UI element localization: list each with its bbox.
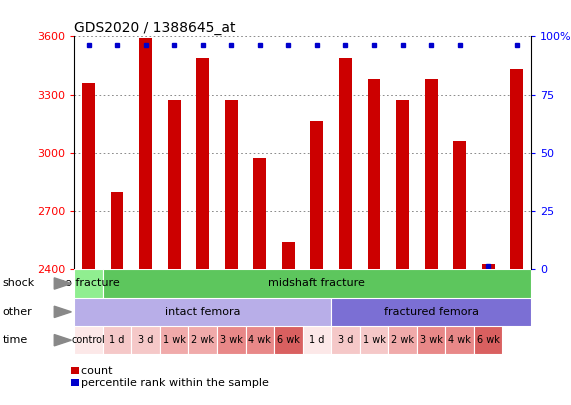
Bar — [474, 326, 502, 354]
Bar — [331, 326, 360, 354]
Bar — [188, 326, 217, 354]
Polygon shape — [54, 335, 71, 346]
Text: percentile rank within the sample: percentile rank within the sample — [74, 378, 269, 388]
Bar — [82, 83, 95, 269]
Bar — [139, 38, 152, 269]
Bar — [74, 326, 103, 354]
Text: 4 wk: 4 wk — [448, 335, 471, 345]
Text: 3 d: 3 d — [338, 335, 353, 345]
Bar — [254, 158, 266, 269]
Bar — [360, 326, 388, 354]
Bar — [196, 58, 209, 269]
Text: intact femora: intact femora — [165, 307, 240, 317]
Text: fractured femora: fractured femora — [384, 307, 478, 317]
Bar — [282, 242, 295, 269]
Text: other: other — [3, 307, 33, 317]
Text: 4 wk: 4 wk — [248, 335, 271, 345]
Bar — [417, 326, 445, 354]
Text: shock: shock — [3, 279, 35, 288]
Bar — [368, 79, 380, 269]
Bar — [331, 298, 531, 326]
Bar — [111, 192, 123, 269]
Bar — [339, 58, 352, 269]
Text: midshaft fracture: midshaft fracture — [268, 279, 365, 288]
Bar — [246, 326, 274, 354]
Text: time: time — [3, 335, 28, 345]
Bar — [103, 326, 131, 354]
Text: 2 wk: 2 wk — [191, 335, 214, 345]
Bar — [217, 326, 246, 354]
Polygon shape — [54, 278, 71, 289]
Text: 1 d: 1 d — [110, 335, 124, 345]
Text: 1 wk: 1 wk — [163, 335, 186, 345]
Text: control: control — [71, 335, 106, 345]
Polygon shape — [54, 306, 71, 318]
Text: 3 wk: 3 wk — [420, 335, 443, 345]
Text: 6 wk: 6 wk — [277, 335, 300, 345]
Bar — [274, 326, 303, 354]
Bar — [425, 79, 437, 269]
Bar — [168, 100, 180, 269]
Text: 3 wk: 3 wk — [220, 335, 243, 345]
Bar — [303, 326, 331, 354]
Text: no fracture: no fracture — [58, 279, 119, 288]
Bar — [225, 100, 238, 269]
Bar — [388, 326, 417, 354]
Bar — [453, 141, 466, 269]
Bar — [160, 326, 188, 354]
Bar — [131, 326, 160, 354]
Bar — [74, 269, 103, 298]
Bar — [74, 298, 331, 326]
Bar — [445, 326, 474, 354]
Text: GDS2020 / 1388645_at: GDS2020 / 1388645_at — [74, 21, 236, 35]
Text: count: count — [74, 366, 112, 375]
Text: 3 d: 3 d — [138, 335, 153, 345]
Bar — [510, 69, 523, 269]
Bar — [482, 264, 494, 269]
Bar — [311, 121, 323, 269]
Text: 1 d: 1 d — [309, 335, 324, 345]
Text: 2 wk: 2 wk — [391, 335, 414, 345]
Text: 1 wk: 1 wk — [363, 335, 385, 345]
Text: 6 wk: 6 wk — [477, 335, 500, 345]
Bar — [396, 100, 409, 269]
